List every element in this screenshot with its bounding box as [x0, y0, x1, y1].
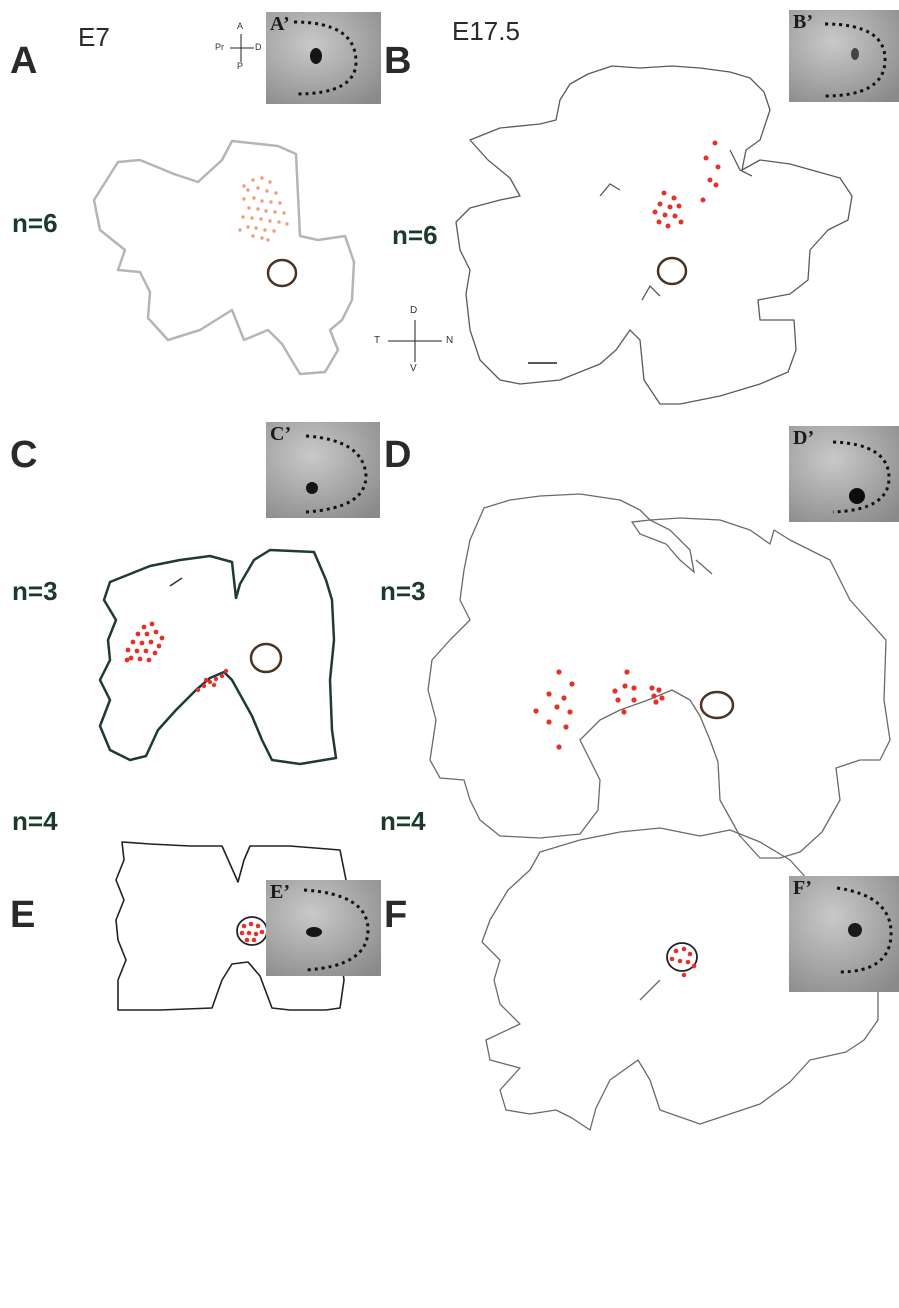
- orientation-small-right: D: [255, 42, 262, 52]
- inset-label-f-prime: F’: [793, 877, 812, 899]
- sample-count-a: n=6: [12, 208, 58, 238]
- orientation-cross-large: D V T N: [366, 306, 466, 376]
- stage-label-e7: E7: [78, 22, 110, 52]
- inset-image-a-prime: A’: [266, 12, 381, 104]
- inset-label-d-prime: D’: [793, 427, 815, 449]
- inset-image-b-prime-art: [789, 10, 899, 102]
- orientation-small-top: A: [237, 21, 244, 31]
- orientation-cross-small: A P Pr D: [214, 22, 264, 72]
- optic-disc-a: [266, 258, 298, 288]
- retina-outline-c: [98, 548, 338, 766]
- retina-outline-b: [455, 65, 853, 405]
- sample-count-b: n=6: [392, 220, 438, 250]
- optic-disc-d: [699, 690, 735, 720]
- orientation-cross-small-lines: [230, 34, 254, 62]
- retina-outline-a: [92, 139, 356, 376]
- inset-image-f-prime-art: [789, 876, 899, 992]
- cell-dots-a: [238, 176, 289, 242]
- orientation-small-bottom: P: [237, 61, 244, 71]
- sample-count-c: n=3: [12, 576, 58, 606]
- inset-image-d-prime: D’: [789, 426, 899, 522]
- cell-dots-d: [533, 669, 665, 750]
- cell-dots-c: [124, 621, 229, 693]
- optic-disc-f: [666, 942, 698, 972]
- panel-letter-e: E: [10, 894, 36, 936]
- inset-label-e-prime: E’: [270, 881, 290, 903]
- panel-letter-d: D: [384, 434, 412, 476]
- orientation-large-top: D: [410, 305, 418, 316]
- optic-disc-e: [236, 916, 268, 946]
- panel-letter-f: F: [384, 894, 408, 936]
- inset-image-a-prime-art: [266, 12, 381, 104]
- optic-disc-c: [249, 642, 283, 674]
- panel-letter-b: B: [384, 40, 412, 82]
- inset-label-c-prime: C’: [270, 423, 292, 445]
- inset-label-a-prime: A’: [270, 13, 290, 35]
- panel-letter-a: A: [10, 40, 38, 82]
- inset-label-b-prime: B’: [793, 11, 813, 33]
- sample-count-f: n=4: [380, 806, 426, 836]
- sample-count-d: n=3: [380, 576, 426, 606]
- orientation-large-left: T: [374, 335, 381, 346]
- sample-count-e: n=4: [12, 806, 58, 836]
- orientation-cross-large-lines: [388, 320, 442, 362]
- cell-dots-f: [669, 946, 697, 978]
- cell-dots-b: [652, 140, 721, 229]
- retina-outline-d: [427, 493, 891, 859]
- inset-image-f-prime: F’: [789, 876, 899, 992]
- orientation-small-left: Pr: [215, 42, 224, 52]
- orientation-large-right: N: [446, 335, 454, 346]
- inset-image-d-prime-art: [789, 426, 899, 522]
- panel-letter-c: C: [10, 434, 38, 476]
- inset-image-c-prime: C’: [266, 422, 380, 518]
- inset-image-e-prime-art: [266, 880, 381, 976]
- orientation-large-bottom: V: [410, 363, 417, 374]
- inset-image-b-prime: B’: [789, 10, 899, 102]
- inset-image-e-prime: E’: [266, 880, 381, 976]
- stage-label-e17-5: E17.5: [452, 16, 520, 46]
- optic-disc-b: [656, 256, 688, 286]
- inset-image-c-prime-art: [266, 422, 380, 518]
- cell-dots-e: [239, 921, 265, 943]
